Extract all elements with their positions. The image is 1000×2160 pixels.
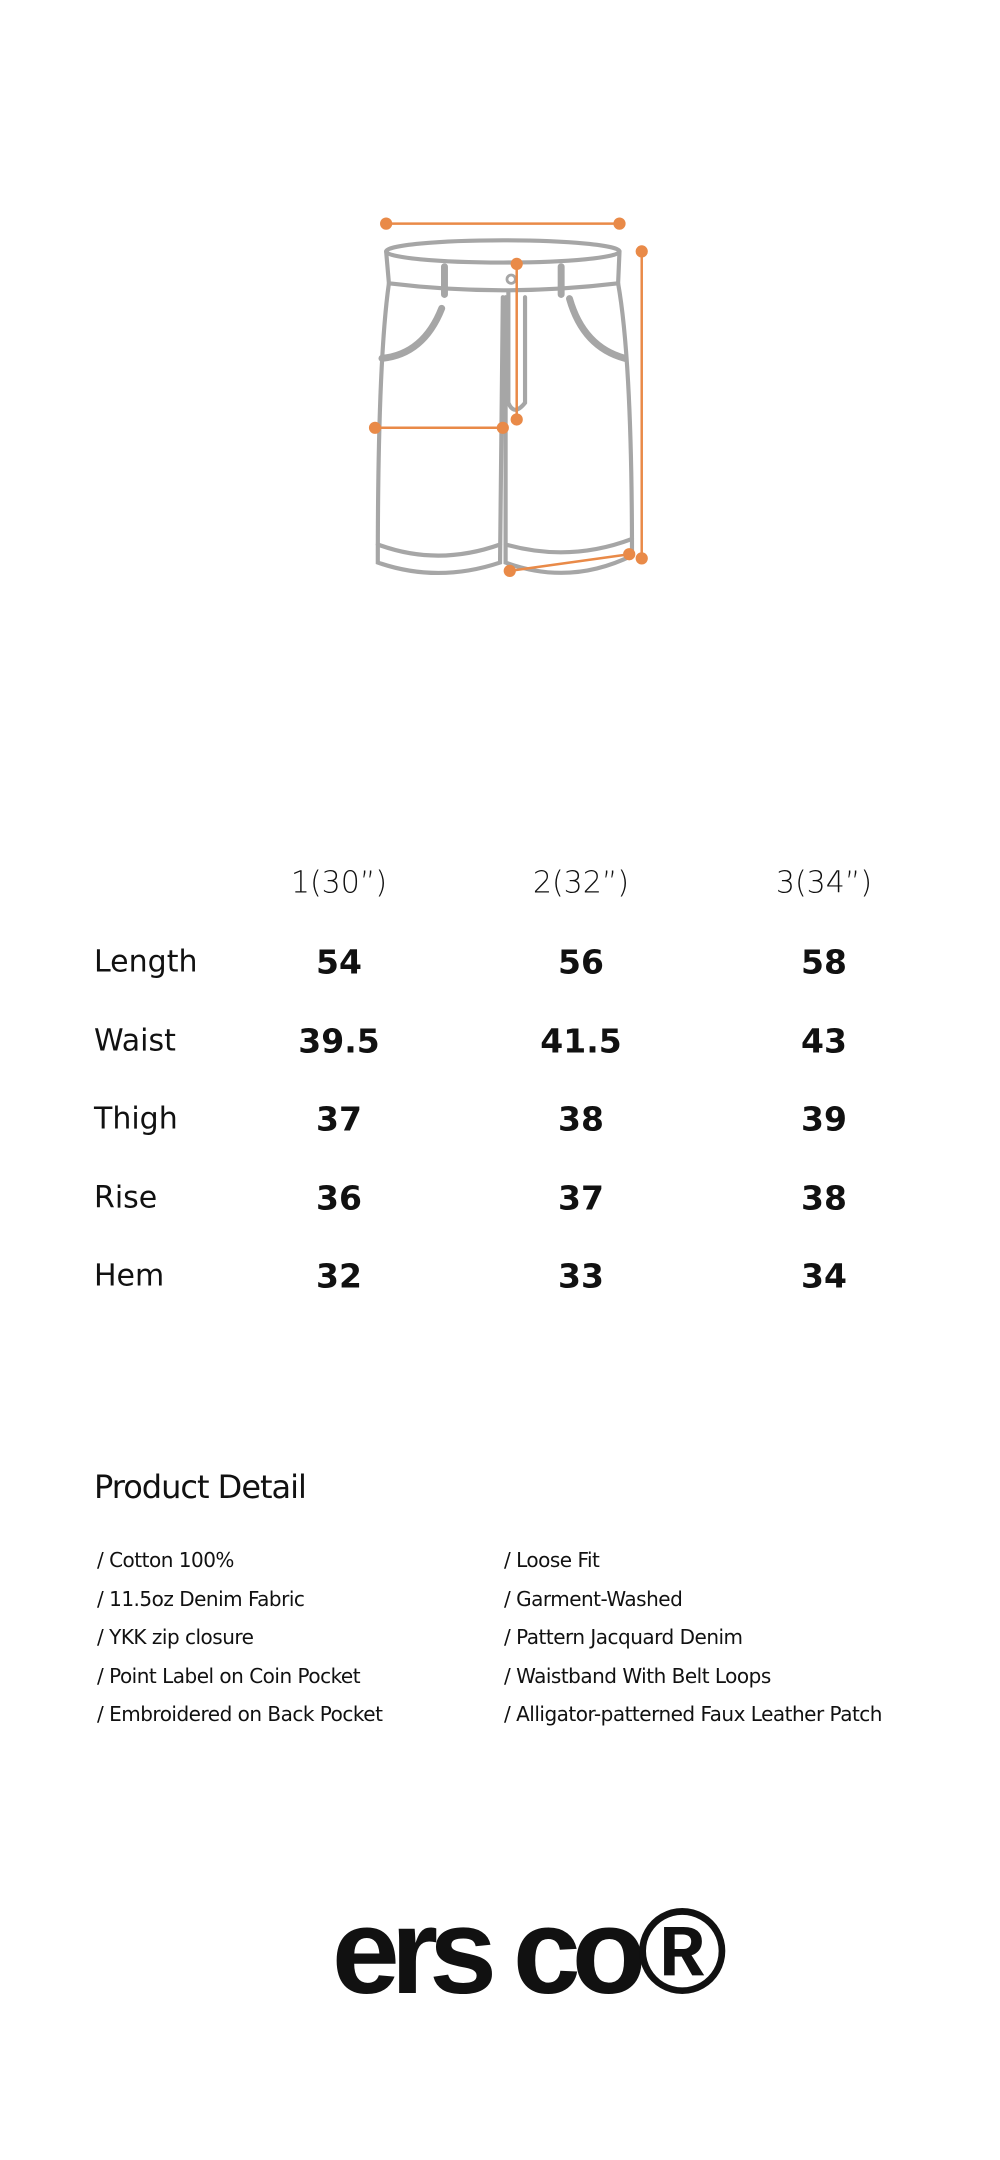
row-label: Length — [94, 944, 198, 980]
detail-item: / Loose Fit — [504, 1548, 600, 1572]
cell-value: 38 — [801, 1178, 847, 1217]
section-title: Product Detail — [94, 1468, 307, 1506]
cell-value: 36 — [316, 1178, 362, 1217]
row-label: Waist — [94, 1023, 176, 1058]
detail-item: / Embroidered on Back Pocket — [97, 1702, 383, 1726]
detail-item: / Garment-Washed — [504, 1586, 683, 1611]
detail-item: / Point Label on Coin Pocket — [97, 1663, 361, 1688]
detail-item: / Cotton 100% — [97, 1548, 234, 1572]
cell-value: 38 — [558, 1099, 604, 1139]
shorts-diagram — [368, 217, 648, 577]
cell-value: 33 — [558, 1256, 604, 1296]
cell-value: 58 — [801, 942, 847, 982]
cell-value: 56 — [558, 942, 604, 982]
detail-item: / Pattern Jacquard Denim — [504, 1625, 743, 1649]
column-header: 3(34”) — [775, 865, 873, 901]
row-label: Rise — [94, 1180, 158, 1215]
column-header: 1(30”) — [290, 865, 388, 901]
cell-value: 37 — [558, 1178, 604, 1217]
detail-item: / 11.5oz Denim Fabric — [97, 1586, 305, 1611]
cell-value: 41.5 — [540, 1021, 622, 1060]
detail-item: / Alligator-patterned Faux Leather Patch — [504, 1702, 882, 1726]
cell-value: 39.5 — [298, 1021, 380, 1060]
cell-value: 54 — [316, 942, 362, 982]
detail-item: / Waistband With Belt Loops — [504, 1663, 771, 1688]
cell-value: 37 — [316, 1099, 362, 1139]
row-label: Hem — [94, 1258, 165, 1294]
column-header: 2(32”) — [532, 865, 630, 901]
cell-value: 32 — [316, 1256, 362, 1296]
row-label: Thigh — [94, 1101, 178, 1137]
detail-item: / YKK zip closure — [97, 1625, 254, 1649]
cell-value: 34 — [801, 1256, 847, 1296]
cell-value: 43 — [801, 1021, 847, 1060]
logo: ers co® — [331, 1883, 727, 2019]
cell-value: 39 — [801, 1099, 847, 1139]
